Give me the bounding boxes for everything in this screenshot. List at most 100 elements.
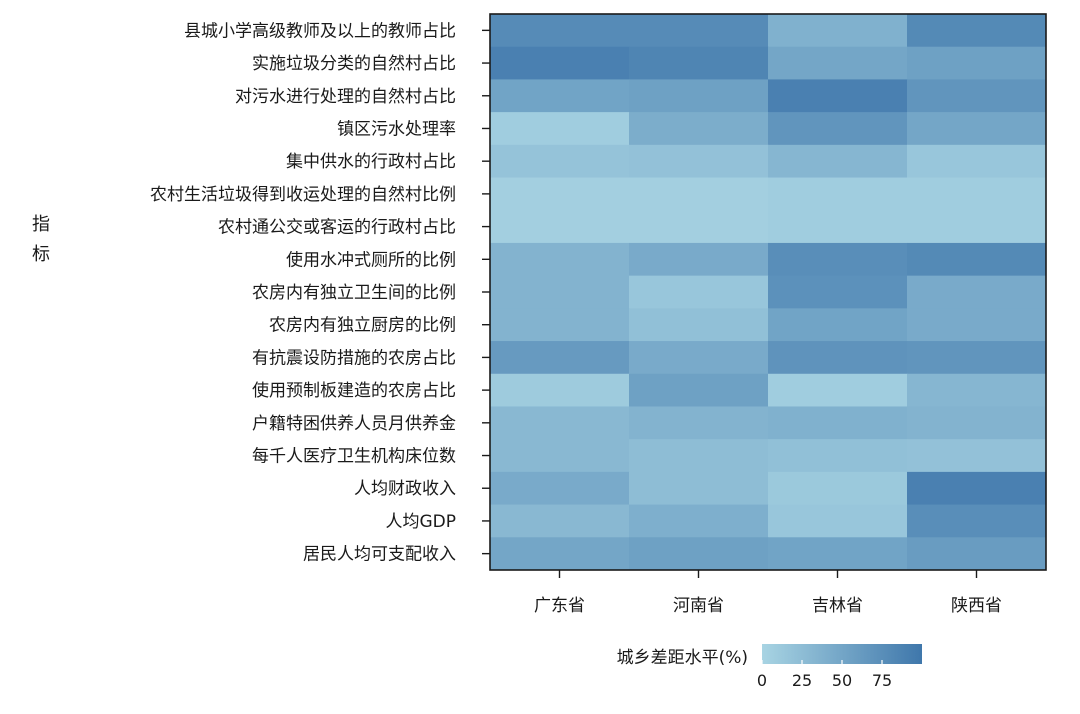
y-tick-label: 农村生活垃圾得到收运处理的自然村比例 — [150, 185, 456, 205]
y-tick-label: 农房内有独立厨房的比例 — [269, 316, 456, 336]
y-axis-title: 指标 — [32, 214, 50, 265]
heatmap-cell — [629, 537, 769, 571]
heatmap-cell — [907, 14, 1047, 48]
heatmap-cell — [768, 177, 908, 211]
heatmap-cell — [768, 275, 908, 309]
y-tick-label: 实施垃圾分类的自然村占比 — [252, 54, 456, 74]
heatmap-cell — [907, 177, 1047, 211]
heatmap-cell — [907, 504, 1047, 538]
heatmap-cell — [629, 46, 769, 80]
heatmap-cell — [490, 46, 630, 80]
heatmap-cell — [490, 341, 630, 375]
heatmap-cell — [768, 308, 908, 342]
heatmap-cell — [907, 79, 1047, 113]
heatmap-cell — [629, 144, 769, 179]
heatmap-cell — [768, 242, 908, 277]
heatmap-cell — [490, 79, 630, 113]
heatmap-cell — [907, 275, 1047, 309]
heatmap-cell — [768, 373, 908, 407]
heatmap-cell — [907, 112, 1047, 146]
heatmap-cell — [490, 471, 630, 506]
heatmap-cell — [768, 471, 908, 506]
heatmap-cell — [629, 308, 769, 342]
heatmap-cell — [490, 537, 630, 571]
heatmap-cell — [768, 439, 908, 473]
heatmap-cell — [907, 46, 1047, 80]
heatmap-cell — [768, 504, 908, 538]
y-tick-label: 每千人医疗卫生机构床位数 — [252, 447, 456, 467]
heatmap-cell — [629, 439, 769, 473]
heatmap-cell — [907, 144, 1047, 179]
heatmap-cell — [629, 275, 769, 309]
heatmap-cell — [768, 210, 908, 244]
y-tick-label: 使用预制板建造的农房占比 — [252, 380, 456, 401]
x-tick-label: 广东省 — [534, 596, 585, 616]
heatmap-cell — [629, 341, 769, 375]
x-tick-label: 河南省 — [673, 596, 724, 616]
heatmap-cell — [629, 406, 769, 440]
heatmap-cell — [907, 537, 1047, 571]
heatmap-cell — [490, 177, 630, 211]
y-tick-label: 有抗震设防措施的农房占比 — [252, 348, 456, 368]
heatmap-cell — [490, 504, 630, 538]
heatmap-cell — [768, 14, 908, 48]
y-tick-label: 农房内有独立卫生间的比例 — [252, 283, 456, 303]
y-axis-labels: 县城小学高级教师及以上的教师占比实施垃圾分类的自然村占比对污水进行处理的自然村占… — [150, 21, 490, 565]
y-tick-label: 对污水进行处理的自然村占比 — [235, 87, 456, 107]
heatmap-cell — [629, 471, 769, 506]
heatmap-cell — [768, 341, 908, 375]
heatmap-cell — [629, 242, 769, 277]
x-axis-labels: 广东省 河南省 吉林省 陕西省 — [534, 570, 1002, 616]
heatmap-cell — [907, 242, 1047, 277]
y-tick-label: 居民人均可支配收入 — [303, 545, 456, 565]
colorbar — [762, 644, 922, 664]
heatmap-cell — [907, 406, 1047, 440]
heatmap-cell — [490, 373, 630, 407]
heatmap-cells — [490, 14, 1047, 571]
heatmap-cell — [907, 373, 1047, 407]
heatmap-cell — [907, 439, 1047, 473]
y-tick-label: 县城小学高级教师及以上的教师占比 — [184, 21, 456, 41]
y-tick-label: 使用水冲式厕所的比例 — [286, 249, 456, 270]
heatmap-cell — [490, 275, 630, 309]
heatmap-cell — [768, 46, 908, 80]
colorbar-tick-label: 25 — [792, 671, 812, 690]
y-tick-label: 农村通公交或客运的行政村占比 — [218, 218, 456, 238]
heatmap-cell — [768, 144, 908, 179]
y-axis-title-char: 指 — [32, 214, 50, 235]
colorbar-tick-label: 75 — [872, 671, 892, 690]
heatmap-cell — [490, 242, 630, 277]
x-tick-label: 陕西省 — [951, 596, 1002, 616]
heatmap-cell — [768, 406, 908, 440]
heatmap-cell — [490, 308, 630, 342]
heatmap-cell — [490, 439, 630, 473]
heatmap-cell — [490, 406, 630, 440]
y-tick-label: 户籍特困供养人员月供养金 — [252, 414, 456, 434]
heatmap-cell — [907, 308, 1047, 342]
colorbar-ticks: 0 25 50 75 — [757, 660, 892, 690]
y-tick-label: 人均GDP — [385, 512, 456, 532]
colorbar-tick-label: 0 — [757, 671, 767, 690]
heatmap-cell — [629, 210, 769, 244]
heatmap-cell — [490, 144, 630, 179]
heatmap-cell — [490, 210, 630, 244]
heatmap-cell — [490, 112, 630, 146]
y-tick-label: 集中供水的行政村占比 — [286, 152, 456, 172]
y-tick-label: 人均财政收入 — [354, 479, 456, 499]
y-tick-label: 镇区污水处理率 — [337, 119, 456, 139]
y-axis-title-char: 标 — [32, 244, 50, 265]
heatmap-cell — [907, 210, 1047, 244]
heatmap-cell — [490, 14, 630, 48]
heatmap-cell — [629, 14, 769, 48]
heatmap-cell — [768, 79, 908, 113]
heatmap-cell — [629, 79, 769, 113]
x-tick-label: 吉林省 — [812, 596, 863, 616]
heatmap-cell — [629, 177, 769, 211]
colorbar-label: 城乡差距水平(%) — [617, 648, 748, 668]
heatmap-cell — [907, 341, 1047, 375]
heatmap-cell — [629, 112, 769, 146]
heatmap-cell — [629, 504, 769, 538]
colorbar-tick-label: 50 — [832, 671, 852, 690]
heatmap-cell — [768, 537, 908, 571]
